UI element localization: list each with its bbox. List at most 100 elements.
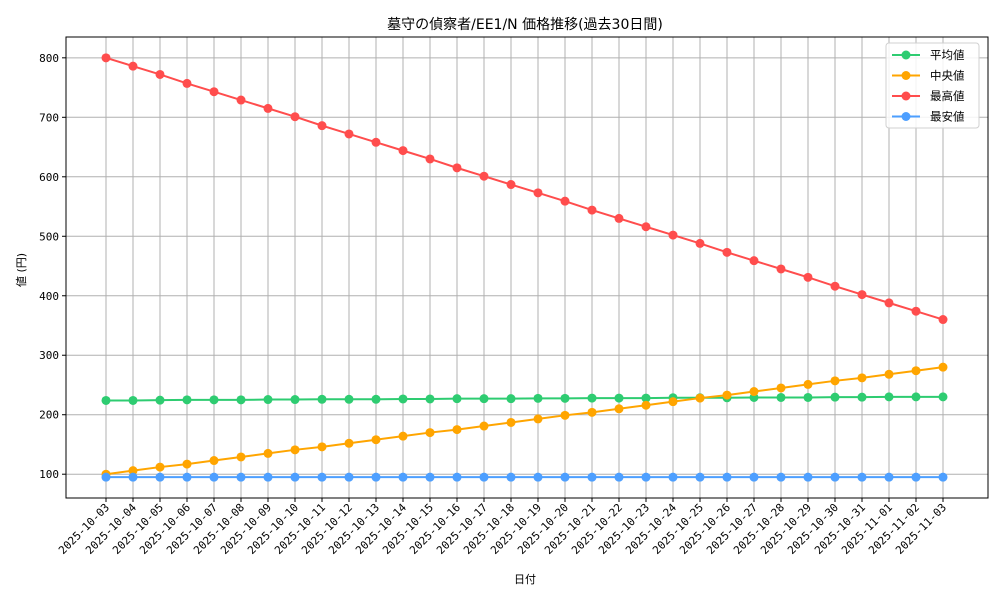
data-point <box>155 462 165 472</box>
data-point <box>830 472 840 482</box>
data-point <box>506 417 516 427</box>
data-point <box>101 395 111 405</box>
data-point <box>560 472 570 482</box>
data-point <box>344 129 354 139</box>
plot-frame <box>65 36 989 499</box>
data-point <box>182 78 192 88</box>
data-point <box>506 394 516 404</box>
data-point <box>344 394 354 404</box>
data-point <box>425 394 435 404</box>
legend-label: 平均値 <box>930 48 965 62</box>
data-point <box>938 472 948 482</box>
data-point <box>209 395 219 405</box>
data-point <box>290 395 300 405</box>
data-point <box>263 103 273 113</box>
data-point <box>911 366 921 376</box>
legend-label: 最安値 <box>930 110 965 124</box>
data-point <box>857 392 867 402</box>
data-point <box>560 410 570 420</box>
series-中央値 <box>101 362 948 479</box>
series-line <box>105 56 944 321</box>
y-tick-label: 700 <box>39 111 59 124</box>
data-point <box>749 256 759 266</box>
data-point <box>479 472 489 482</box>
data-point <box>938 362 948 372</box>
data-point <box>209 456 219 466</box>
data-point <box>884 392 894 402</box>
legend-label: 中央値 <box>930 69 965 83</box>
data-point <box>182 395 192 405</box>
series-最安値 <box>101 472 948 482</box>
data-point <box>317 394 327 404</box>
data-point <box>317 472 327 482</box>
data-point <box>479 171 489 181</box>
series-layer <box>101 53 948 482</box>
y-tick-label: 200 <box>39 409 59 422</box>
data-point <box>803 472 813 482</box>
data-point <box>695 472 705 482</box>
data-point <box>236 472 246 482</box>
legend-label: 最高値 <box>930 89 965 103</box>
series-平均値 <box>101 392 948 405</box>
data-point <box>398 146 408 156</box>
data-point <box>263 395 273 405</box>
data-point <box>128 61 138 71</box>
data-point <box>776 472 786 482</box>
data-point <box>128 395 138 405</box>
data-point <box>101 472 111 482</box>
legend-marker-icon <box>901 50 911 60</box>
data-point <box>803 379 813 389</box>
data-point <box>290 472 300 482</box>
data-point <box>587 393 597 403</box>
data-point <box>668 397 678 407</box>
x-axis-ticks: 2025-10-032025-10-042025-10-052025-10-06… <box>56 498 949 557</box>
legend-marker-icon <box>901 71 911 80</box>
data-point <box>263 472 273 482</box>
data-point <box>695 393 705 403</box>
data-point <box>452 472 462 482</box>
data-point <box>830 376 840 386</box>
series-line <box>106 395 943 402</box>
series-最高値 <box>101 53 948 325</box>
data-point <box>938 315 948 325</box>
data-point <box>668 230 678 240</box>
data-point <box>182 472 192 482</box>
chart-title: 墓守の偵察者/EE1/N 価格推移(過去30日間) <box>387 16 663 33</box>
legend-box <box>885 42 980 129</box>
data-point <box>290 445 300 455</box>
data-point <box>128 466 138 476</box>
y-tick-label: 400 <box>39 290 59 303</box>
data-point <box>749 387 759 397</box>
data-point <box>722 247 732 257</box>
data-point <box>722 472 732 482</box>
data-point <box>830 281 840 291</box>
legend-marker-icon <box>901 112 911 121</box>
data-point <box>533 393 543 403</box>
data-point <box>236 395 246 405</box>
y-tick-label: 300 <box>39 349 59 362</box>
data-point <box>857 373 867 383</box>
data-point <box>803 392 813 402</box>
data-point <box>398 472 408 482</box>
data-point <box>398 431 408 441</box>
data-point <box>614 404 624 414</box>
data-point <box>209 472 219 482</box>
data-point <box>182 459 192 469</box>
y-tick-label: 500 <box>39 230 59 243</box>
legend-item: 最安値 <box>892 110 965 124</box>
data-point <box>911 472 921 482</box>
data-point <box>425 472 435 482</box>
data-point <box>803 272 813 282</box>
x-axis-label: 日付 <box>514 573 536 586</box>
y-tick-label: 800 <box>39 52 59 65</box>
data-point <box>452 394 462 404</box>
data-point <box>884 369 894 379</box>
data-point <box>776 264 786 274</box>
data-point <box>560 393 570 403</box>
data-point <box>533 188 543 198</box>
data-point <box>371 394 381 404</box>
data-point <box>290 112 300 122</box>
y-tick-label: 100 <box>39 468 59 481</box>
data-point <box>614 213 624 223</box>
